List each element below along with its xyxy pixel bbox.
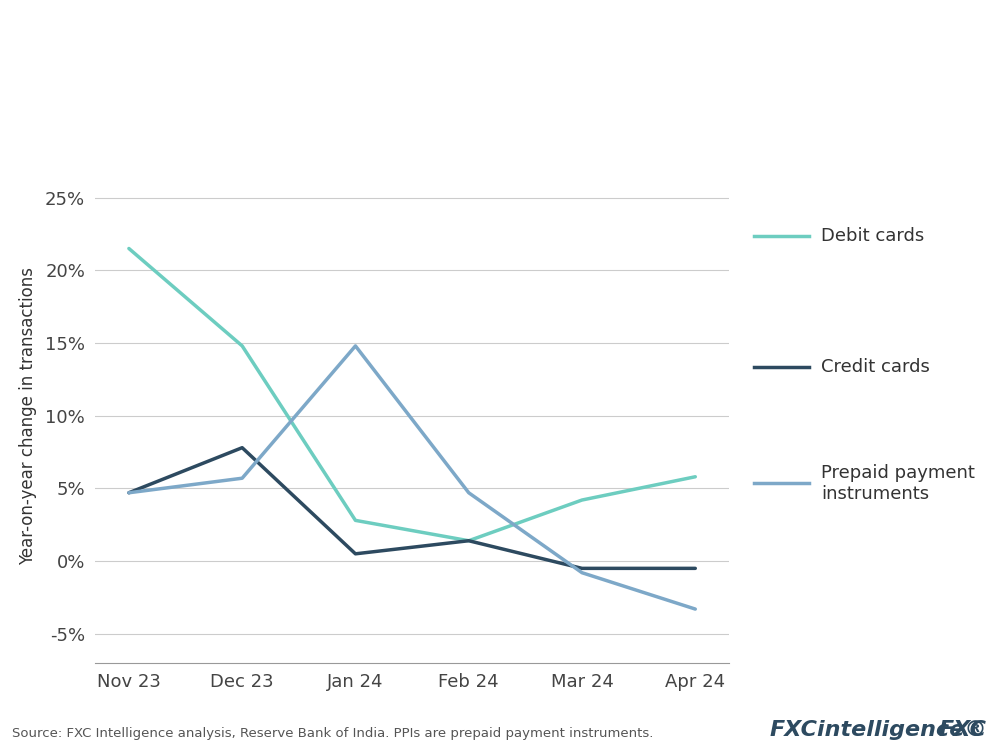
Text: YoY change in average transaction value by instrument, Nov 22-Apr 24: YoY change in average transaction value … <box>12 94 653 112</box>
Text: FXC: FXC <box>939 720 987 740</box>
Text: Debit cards: Debit cards <box>821 227 924 245</box>
Y-axis label: Year-on-year change in transactions: Year-on-year change in transactions <box>19 267 37 565</box>
Text: Source: FXC Intelligence analysis, Reserve Bank of India. PPIs are prepaid payme: Source: FXC Intelligence analysis, Reser… <box>12 727 653 740</box>
Text: Prepaid payment
instruments: Prepaid payment instruments <box>821 464 975 503</box>
Text: Debit cards lead ATV growth in cross-border payments from India: Debit cards lead ATV growth in cross-bor… <box>12 31 999 58</box>
Text: Credit cards: Credit cards <box>821 358 930 376</box>
Text: FXCintelligence®: FXCintelligence® <box>769 720 987 740</box>
